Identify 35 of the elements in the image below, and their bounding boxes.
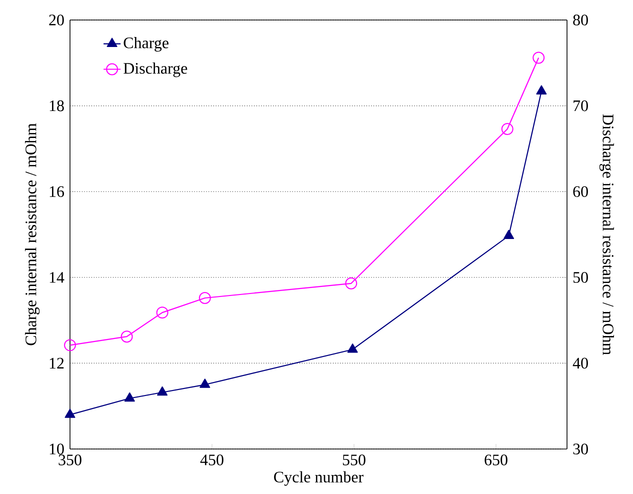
point	[124, 392, 135, 402]
y-axis-title: Charge internal resistance / mOhm	[25, 123, 40, 346]
point	[120, 330, 133, 343]
point	[200, 378, 210, 388]
y2-tick-label: 70	[574, 100, 588, 112]
point	[501, 122, 514, 135]
y2-tick-label: 80	[573, 14, 588, 26]
y2-tick-label: 60	[573, 186, 588, 197]
x-tick-label: 650	[484, 454, 508, 466]
point	[157, 386, 168, 396]
x-tick-label: 350	[58, 454, 82, 466]
y-tick-label: 12	[50, 358, 64, 368]
y2-tick-label: 30	[573, 444, 588, 454]
x-tick-label: 450	[200, 454, 224, 466]
legend-label: Discharge	[124, 62, 188, 78]
y2-tick-label: 40	[572, 358, 588, 369]
point	[347, 343, 358, 353]
y-tick-label: 16	[50, 186, 64, 197]
y-tick-label: 20	[49, 14, 64, 26]
legend-label: Charge	[124, 37, 168, 52]
point	[64, 339, 76, 352]
point	[198, 292, 211, 304]
point	[64, 408, 76, 418]
y-tick-label: 18	[50, 100, 64, 112]
y2-axis-title: Discharge internal resistance / mOhm	[599, 114, 614, 355]
x-tick-label: 550	[342, 454, 366, 466]
point	[532, 52, 545, 64]
y2-tick-label: 50	[573, 272, 588, 283]
point	[536, 85, 547, 94]
x-axis-title: Cycle number	[274, 471, 364, 486]
point	[156, 306, 168, 319]
y-tick-label: 10	[50, 444, 64, 454]
y-tick-label: 14	[50, 272, 64, 283]
point	[504, 230, 514, 240]
point	[345, 277, 358, 290]
